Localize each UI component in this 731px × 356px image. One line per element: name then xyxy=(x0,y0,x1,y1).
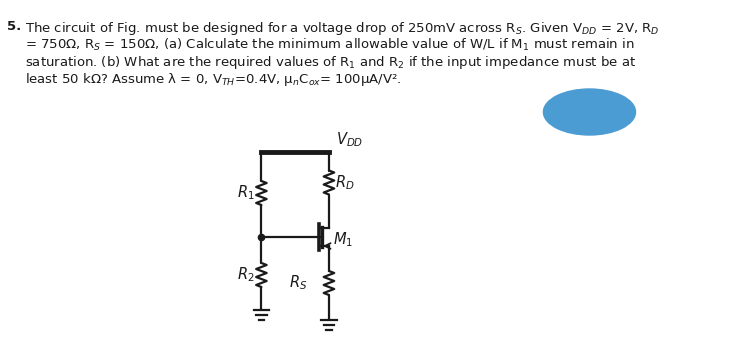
Text: $R_2$: $R_2$ xyxy=(237,266,254,284)
Text: $R_S$: $R_S$ xyxy=(289,274,307,292)
Text: $V_{DD}$: $V_{DD}$ xyxy=(336,130,363,149)
Text: $R_1$: $R_1$ xyxy=(237,184,254,202)
Text: $M_1$: $M_1$ xyxy=(333,231,354,249)
Text: = 750Ω, R$_S$ = 150Ω, (a) Calculate the minimum allowable value of W/L if M$_1$ : = 750Ω, R$_S$ = 150Ω, (a) Calculate the … xyxy=(25,37,635,53)
Text: 5.: 5. xyxy=(7,20,21,33)
Text: least 50 kΩ? Assume λ = 0, V$_{TH}$=0.4V, μ$_n$C$_{ox}$= 100μA/V².: least 50 kΩ? Assume λ = 0, V$_{TH}$=0.4V… xyxy=(25,71,401,88)
Text: saturation. (b) What are the required values of R$_1$ and R$_2$ if the input imp: saturation. (b) What are the required va… xyxy=(25,54,636,71)
Text: The circuit of Fig. must be designed for a voltage drop of 250mV across R$_S$. G: The circuit of Fig. must be designed for… xyxy=(25,20,659,37)
Ellipse shape xyxy=(543,89,635,135)
Text: $R_D$: $R_D$ xyxy=(335,173,355,192)
